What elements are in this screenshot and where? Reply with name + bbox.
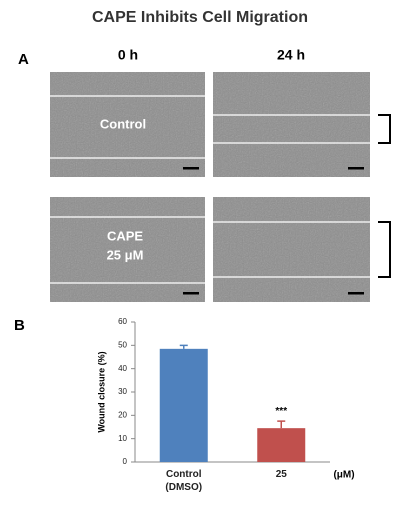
x-unit-label: (μM) [333, 470, 354, 481]
significance-label: *** [275, 406, 287, 417]
error-bar [179, 344, 188, 349]
micrographs: Control CAPE 25 μM [50, 72, 391, 302]
y-tick-label: 40 [118, 364, 127, 373]
panel-label: B [14, 317, 25, 334]
micrograph [50, 197, 205, 302]
x-tick-label: 25 [275, 469, 287, 480]
gap-bracket [378, 114, 391, 144]
column-label: 0 h [118, 47, 138, 63]
gap-bracket [378, 221, 391, 278]
image-label: 25 μM [107, 247, 144, 262]
bar [257, 428, 306, 462]
y-tick-label: 0 [123, 457, 128, 466]
image-label: CAPE [107, 228, 143, 243]
panel-label: A [18, 51, 29, 68]
y-tick-label: 60 [118, 317, 127, 326]
y-tick-label: 30 [118, 387, 127, 396]
micrograph [213, 197, 370, 302]
bar [159, 348, 208, 462]
y-tick-label: 50 [118, 340, 127, 349]
figure-title: CAPE Inhibits Cell Migration [92, 9, 308, 26]
x-tick-label: Control (DMSO) [165, 469, 203, 493]
y-tick-label: 10 [118, 434, 127, 443]
micrograph [213, 72, 370, 177]
y-tick-label: 20 [118, 410, 127, 419]
column-label: 24 h [277, 47, 305, 63]
image-label: Control [100, 116, 146, 131]
micrograph [50, 72, 205, 177]
y-axis-label: Wound closure (%) [96, 351, 106, 432]
error-bar [277, 420, 286, 429]
